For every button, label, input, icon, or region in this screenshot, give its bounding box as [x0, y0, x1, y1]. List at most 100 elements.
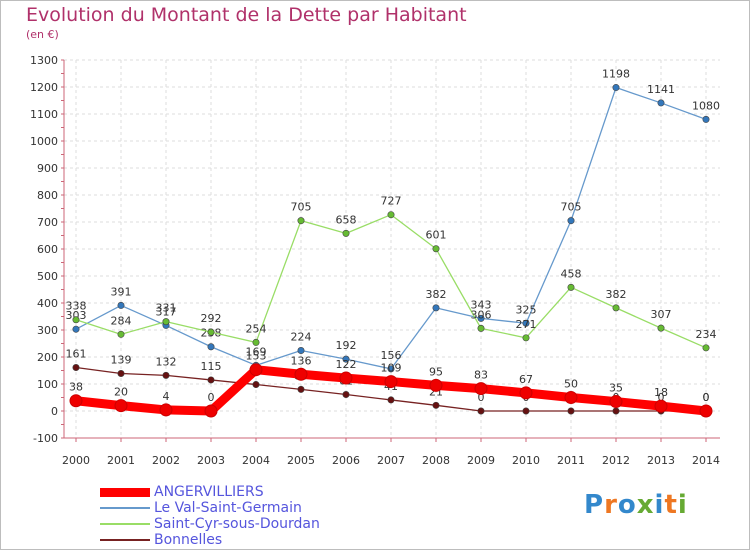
point-bonnelles	[477, 407, 485, 415]
data-label-angervilliers: 18	[654, 386, 668, 399]
data-label-le-val-saint-germain: 382	[426, 288, 447, 301]
point-saint-cyr-sous-dourdan	[72, 316, 80, 324]
x-tick-label: 2001	[107, 454, 135, 467]
point-le-val-saint-germain	[387, 365, 395, 373]
legend-label: ANGERVILLIERS	[154, 484, 264, 500]
point-saint-cyr-sous-dourdan	[387, 211, 395, 219]
point-bonnelles	[162, 371, 170, 379]
x-tick-label: 2010	[512, 454, 540, 467]
point-le-val-saint-germain	[477, 314, 485, 322]
point-angervilliers	[519, 386, 533, 400]
x-tick-label: 2002	[152, 454, 180, 467]
data-label-saint-cyr-sous-dourdan: 254	[246, 322, 267, 335]
data-label-saint-cyr-sous-dourdan: 307	[651, 308, 672, 321]
y-tick-label: 200	[37, 351, 58, 364]
data-label-bonnelles: 0	[478, 391, 485, 404]
point-angervilliers	[69, 394, 83, 408]
point-saint-cyr-sous-dourdan	[207, 328, 215, 336]
x-tick-label: 2007	[377, 454, 405, 467]
point-le-val-saint-germain	[207, 343, 215, 351]
point-bonnelles	[387, 396, 395, 404]
point-bonnelles	[432, 401, 440, 409]
point-bonnelles	[72, 364, 80, 372]
data-label-le-val-saint-germain: 1141	[647, 83, 675, 96]
data-label-angervilliers: 38	[69, 381, 83, 394]
data-label-saint-cyr-sous-dourdan: 234	[696, 328, 717, 341]
data-label-saint-cyr-sous-dourdan: 271	[516, 318, 537, 331]
y-tick-label: 0	[51, 405, 58, 418]
y-tick-label: 900	[37, 162, 58, 175]
point-bonnelles	[612, 407, 620, 415]
y-tick-label: 600	[37, 243, 58, 256]
y-tick-label: 500	[37, 270, 58, 283]
y-tick-label: 400	[37, 297, 58, 310]
data-label-angervilliers: 20	[114, 386, 128, 399]
x-tick-label: 2005	[287, 454, 315, 467]
x-tick-label: 2008	[422, 454, 450, 467]
y-tick-label: -100	[33, 432, 58, 445]
point-angervilliers	[564, 391, 578, 404]
data-label-le-val-saint-germain: 169	[246, 345, 267, 358]
data-label-angervilliers: 67	[519, 373, 533, 386]
point-saint-cyr-sous-dourdan	[252, 338, 260, 346]
y-tick-label: 700	[37, 216, 58, 229]
legend-swatch-saint-cyr-sous-dourdan	[100, 523, 150, 525]
data-label-saint-cyr-sous-dourdan: 601	[426, 229, 447, 242]
data-label-le-val-saint-germain: 224	[291, 331, 312, 344]
legend-swatch-bonnelles	[100, 539, 150, 541]
point-saint-cyr-sous-dourdan	[342, 229, 350, 237]
x-tick-label: 2003	[197, 454, 225, 467]
data-label-angervilliers: 50	[564, 378, 578, 391]
data-label-bonnelles: 0	[703, 391, 710, 404]
point-angervilliers	[429, 378, 443, 392]
chart-unit: (en €)	[26, 28, 59, 41]
data-label-angervilliers: 109	[381, 362, 402, 375]
point-bonnelles	[297, 385, 305, 393]
point-le-val-saint-germain	[657, 99, 665, 107]
point-angervilliers	[654, 399, 668, 413]
data-label-saint-cyr-sous-dourdan: 658	[336, 213, 357, 226]
y-tick-label: 100	[37, 378, 58, 391]
point-angervilliers	[294, 367, 308, 381]
data-label-angervilliers: 35	[609, 382, 623, 395]
legend-swatch-le-val-saint-germain	[100, 507, 150, 509]
legend-swatch-angervilliers	[100, 487, 150, 497]
point-angervilliers	[159, 403, 173, 417]
point-bonnelles	[252, 381, 260, 389]
point-angervilliers	[339, 371, 353, 385]
point-le-val-saint-germain	[567, 217, 575, 225]
data-label-le-val-saint-germain: 705	[561, 201, 582, 214]
point-le-val-saint-germain	[612, 84, 620, 92]
x-tick-label: 2004	[242, 454, 270, 467]
point-le-val-saint-germain	[72, 325, 80, 333]
point-angervilliers	[699, 404, 713, 418]
point-bonnelles	[117, 369, 125, 377]
point-le-val-saint-germain	[522, 319, 530, 327]
data-label-saint-cyr-sous-dourdan: 338	[66, 300, 87, 313]
y-tick-label: 300	[37, 324, 58, 337]
point-saint-cyr-sous-dourdan	[162, 318, 170, 326]
data-label-le-val-saint-germain: 343	[471, 298, 492, 311]
data-label-bonnelles: 115	[201, 360, 222, 373]
point-le-val-saint-germain	[117, 301, 125, 309]
x-tick-label: 2006	[332, 454, 360, 467]
data-label-le-val-saint-germain: 391	[111, 285, 132, 298]
data-label-saint-cyr-sous-dourdan: 705	[291, 201, 312, 214]
point-angervilliers	[204, 404, 218, 418]
data-label-le-val-saint-germain: 1198	[602, 68, 630, 81]
legend-label: Saint-Cyr-sous-Dourdan	[154, 516, 320, 532]
x-tick-label: 2014	[692, 454, 720, 467]
point-saint-cyr-sous-dourdan	[522, 334, 530, 342]
point-angervilliers	[609, 395, 623, 409]
data-label-angervilliers: 83	[474, 369, 488, 382]
point-angervilliers	[384, 375, 398, 389]
point-bonnelles	[207, 376, 215, 384]
data-label-angervilliers: 4	[163, 390, 170, 403]
point-saint-cyr-sous-dourdan	[297, 217, 305, 225]
point-saint-cyr-sous-dourdan	[432, 245, 440, 253]
point-angervilliers	[249, 363, 263, 377]
data-label-le-val-saint-germain: 1080	[692, 99, 720, 112]
point-le-val-saint-germain	[432, 304, 440, 312]
point-saint-cyr-sous-dourdan	[702, 344, 710, 352]
